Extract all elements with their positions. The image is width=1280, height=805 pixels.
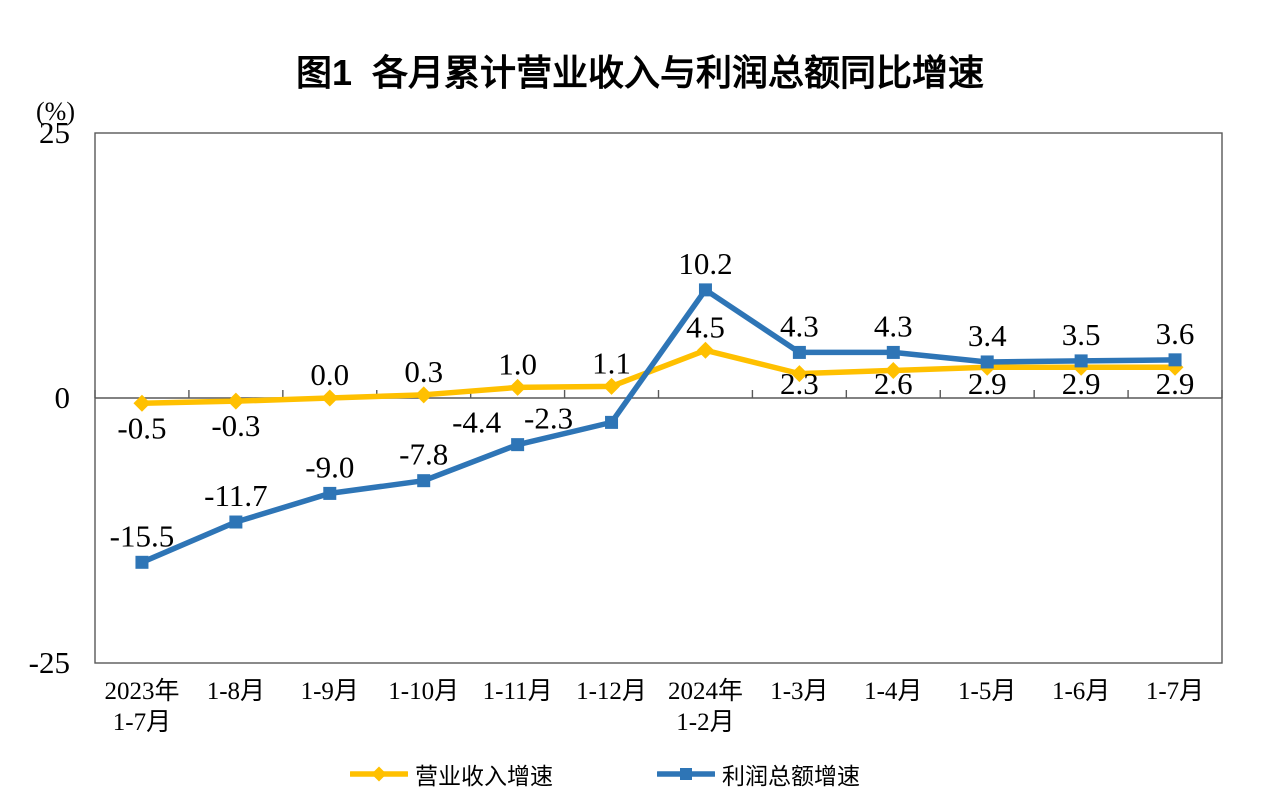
data-point-diamond xyxy=(509,378,527,396)
data-label: 4.5 xyxy=(686,309,725,344)
data-label: -15.5 xyxy=(110,518,175,553)
legend-label-revenue: 营业收入增速 xyxy=(415,764,553,789)
x-axis-label: 1-3月 xyxy=(734,676,864,707)
data-point-square xyxy=(1168,353,1182,367)
x-axis-label: 1-10月 xyxy=(359,676,489,707)
y-tick-neg25: -25 xyxy=(28,645,70,680)
x-axis-label-line: 1-6月 xyxy=(1051,678,1111,705)
data-label: 2.9 xyxy=(968,366,1007,401)
x-axis-label: 1-5月 xyxy=(922,676,1052,707)
data-label: -0.5 xyxy=(117,410,166,445)
y-tick-25: 25 xyxy=(39,115,70,150)
data-label: 1.0 xyxy=(498,346,537,381)
data-label: 2.9 xyxy=(1156,366,1195,401)
x-axis-label-line: 1-10月 xyxy=(388,678,460,705)
legend-label-profit: 利润总额增速 xyxy=(722,764,860,789)
data-label: 3.6 xyxy=(1156,316,1195,351)
data-point-diamond xyxy=(790,365,808,383)
data-point-diamond xyxy=(603,377,621,395)
data-point-diamond xyxy=(884,361,902,379)
series-line-0 xyxy=(139,347,1178,407)
x-axis-label: 1-8月 xyxy=(171,676,301,707)
data-label: 1.1 xyxy=(592,345,631,380)
data-point-square xyxy=(417,474,431,488)
data-point-square xyxy=(135,555,149,569)
data-point-diamond xyxy=(227,392,245,410)
x-axis-label: 1-9月 xyxy=(265,676,395,707)
x-axis-label-line: 2023年 xyxy=(104,678,180,705)
data-label: -7.8 xyxy=(399,437,448,472)
x-axis-label: 2023年 1-7月 xyxy=(77,676,207,738)
x-axis-label-line: 1-11月 xyxy=(482,678,553,705)
legend: 营业收入增速 利润总额增速 xyxy=(350,757,860,791)
x-axis-label: 1-12月 xyxy=(547,676,677,707)
legend-diamond-marker xyxy=(371,766,387,782)
data-point-square xyxy=(605,415,619,429)
y-axis-unit-label: (%) xyxy=(36,97,75,126)
legend-line-diamond-icon xyxy=(350,766,408,782)
data-point-diamond xyxy=(133,394,151,412)
data-point-square xyxy=(229,515,243,529)
x-axis-label-line: 1-7月 xyxy=(1145,678,1205,705)
x-axis-label-line: 1-9月 xyxy=(300,678,359,705)
legend-square-marker xyxy=(680,768,692,780)
data-label: 4.3 xyxy=(780,308,819,343)
x-axis-label-line: 1-3月 xyxy=(770,678,829,705)
x-axis-label-line: 1-4月 xyxy=(864,678,923,705)
data-point-diamond xyxy=(321,389,339,407)
data-point-diamond xyxy=(415,386,433,404)
data-label: -2.3 xyxy=(524,400,573,435)
x-axis-label: 2024年 1-2月 xyxy=(640,676,770,738)
data-label: 3.5 xyxy=(1062,317,1101,352)
data-label: -0.3 xyxy=(211,408,260,443)
data-point-square xyxy=(980,355,994,369)
data-point-square xyxy=(1074,354,1088,368)
y-tick-0: 0 xyxy=(54,380,71,415)
data-point-square xyxy=(323,486,337,500)
data-label: 2.3 xyxy=(780,366,819,401)
data-label: 4.3 xyxy=(874,308,913,343)
chart-title: 图1 各月累计营业收入与利润总额同比增速 xyxy=(295,52,985,93)
legend-line-square-icon xyxy=(657,768,715,780)
data-point-square xyxy=(792,345,806,359)
data-label: -11.7 xyxy=(204,478,267,513)
legend-item-profit: 利润总额增速 xyxy=(657,757,860,791)
series-line-1 xyxy=(139,287,1178,566)
x-axis-label-line: 1-12月 xyxy=(576,678,647,705)
x-axis-label-line: 2024年 xyxy=(667,678,743,705)
x-axis-label: 1-6月 xyxy=(1016,676,1146,707)
data-label: -4.4 xyxy=(452,405,502,440)
x-axis-label: 1-7月 xyxy=(1110,676,1240,707)
data-label: 3.4 xyxy=(968,318,1007,353)
data-point-diamond xyxy=(696,341,714,359)
legend-item-revenue: 营业收入增速 xyxy=(350,757,553,791)
x-axis-label: 1-11月 xyxy=(453,676,583,707)
data-label: 10.2 xyxy=(678,246,732,281)
x-axis-label-line: 1-5月 xyxy=(958,678,1017,705)
data-point-square xyxy=(698,283,712,297)
data-label: 2.9 xyxy=(1062,366,1101,401)
x-axis-label: 1-4月 xyxy=(828,676,958,707)
data-label: -9.0 xyxy=(305,449,354,484)
x-axis-label-line: 1-2月 xyxy=(676,709,735,736)
data-label: 0.0 xyxy=(310,357,349,392)
data-label: 0.3 xyxy=(404,354,443,389)
data-label: 2.6 xyxy=(874,366,913,401)
data-point-square xyxy=(511,438,525,452)
x-axis-label-line: 1-7月 xyxy=(112,709,172,736)
x-axis-label-line: 1-8月 xyxy=(206,678,266,705)
data-point-square xyxy=(886,345,900,359)
